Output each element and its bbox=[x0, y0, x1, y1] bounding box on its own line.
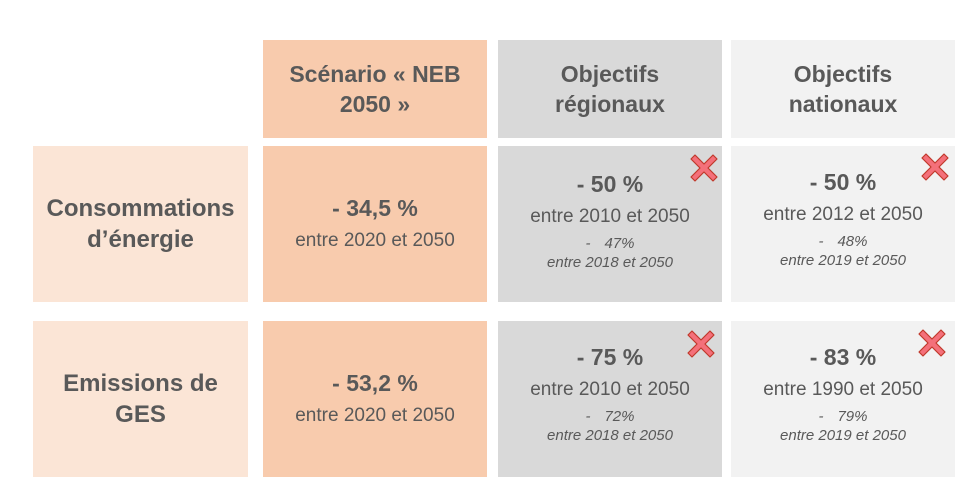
energy-scenario-period: entre 2020 et 2050 bbox=[295, 230, 455, 251]
energy-regional-note-period: entre 2018 et 2050 bbox=[547, 254, 673, 271]
header-national: Objectifs nationaux bbox=[731, 40, 955, 138]
cell-energy-scenario: - 34,5 % entre 2020 et 2050 bbox=[263, 146, 487, 302]
ghg-regional-note-dash: - bbox=[585, 408, 591, 425]
header-scenario: Scénario « NEB 2050 » bbox=[263, 40, 487, 138]
energy-national-period: entre 2012 et 2050 bbox=[763, 204, 923, 225]
ghg-regional-note: -72% entre 2018 et 2050 bbox=[547, 407, 673, 445]
cell-energy-regional: - 50 % entre 2010 et 2050 -47% entre 201… bbox=[498, 146, 722, 302]
ghg-national-period: entre 1990 et 2050 bbox=[763, 379, 923, 400]
energy-national-value: - 50 % bbox=[809, 169, 877, 195]
cell-ghg-regional: - 75 % entre 2010 et 2050 -72% entre 201… bbox=[498, 321, 722, 477]
red-cross-icon bbox=[687, 330, 715, 358]
header-scenario-label: Scénario « NEB 2050 » bbox=[289, 61, 461, 117]
ghg-regional-value: - 75 % bbox=[576, 344, 644, 370]
red-cross-icon bbox=[690, 154, 718, 182]
ghg-regional-period: entre 2010 et 2050 bbox=[530, 379, 690, 400]
energy-scenario-value: - 34,5 % bbox=[332, 195, 418, 221]
cell-energy-national: - 50 % entre 2012 et 2050 -48% entre 201… bbox=[731, 146, 955, 302]
energy-national-note-dash: - bbox=[818, 233, 824, 250]
row-label-ghg: Emissions de GES bbox=[33, 321, 248, 477]
ghg-national-note-value: 79% bbox=[837, 408, 868, 425]
ghg-scenario-value: - 53,2 % bbox=[332, 370, 418, 396]
header-national-label: Objectifs nationaux bbox=[788, 61, 898, 117]
energy-regional-note-value: 47% bbox=[604, 235, 635, 252]
row-label-energy-text: Consommations d’énergie bbox=[46, 195, 235, 253]
red-cross-icon bbox=[921, 153, 949, 181]
energy-regional-note: -47% entre 2018 et 2050 bbox=[547, 234, 673, 272]
energy-regional-value: - 50 % bbox=[576, 171, 644, 197]
ghg-regional-note-value: 72% bbox=[604, 408, 635, 425]
energy-regional-period: entre 2010 et 2050 bbox=[530, 206, 690, 227]
red-cross-icon bbox=[918, 329, 946, 357]
energy-national-note-period: entre 2019 et 2050 bbox=[780, 252, 906, 269]
cell-ghg-scenario: - 53,2 % entre 2020 et 2050 bbox=[263, 321, 487, 477]
ghg-regional-note-period: entre 2018 et 2050 bbox=[547, 427, 673, 444]
row-label-ghg-text: Emissions de GES bbox=[63, 370, 218, 428]
ghg-national-note-dash: - bbox=[818, 408, 824, 425]
energy-regional-note-dash: - bbox=[585, 235, 591, 252]
header-regional: Objectifs régionaux bbox=[498, 40, 722, 138]
ghg-scenario-period: entre 2020 et 2050 bbox=[295, 405, 455, 426]
cell-ghg-national: - 83 % entre 1990 et 2050 -79% entre 201… bbox=[731, 321, 955, 477]
energy-national-note-value: 48% bbox=[837, 233, 868, 250]
row-label-energy: Consommations d’énergie bbox=[33, 146, 248, 302]
ghg-national-value: - 83 % bbox=[809, 344, 877, 370]
ghg-national-note: -79% entre 2019 et 2050 bbox=[780, 407, 906, 445]
header-regional-label: Objectifs régionaux bbox=[555, 61, 665, 117]
ghg-national-note-period: entre 2019 et 2050 bbox=[780, 427, 906, 444]
energy-national-note: -48% entre 2019 et 2050 bbox=[780, 232, 906, 270]
